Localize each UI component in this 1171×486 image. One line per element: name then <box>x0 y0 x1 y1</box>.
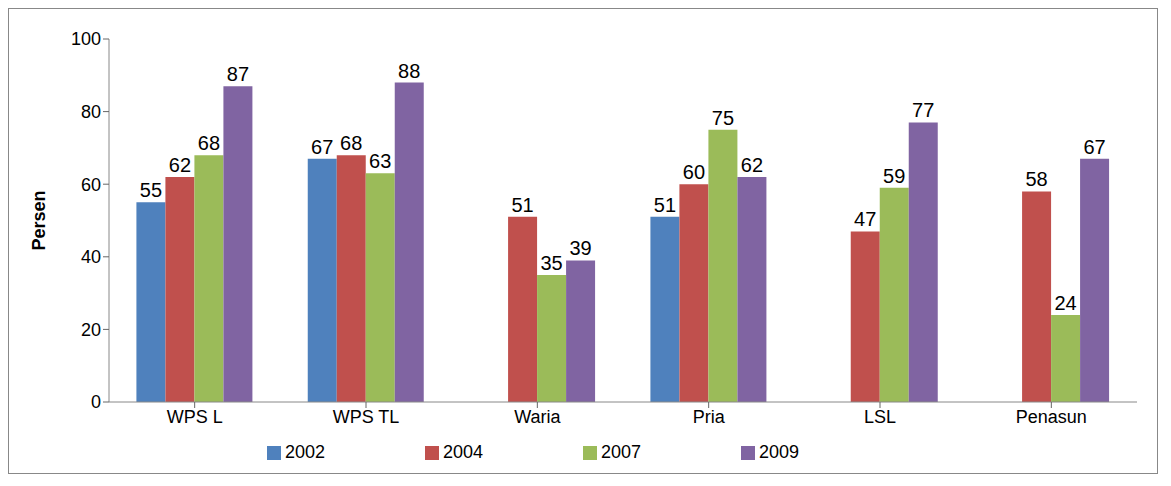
svg-text:24: 24 <box>1054 292 1076 314</box>
svg-text:LSL: LSL <box>864 407 896 427</box>
svg-text:55: 55 <box>140 179 162 201</box>
svg-text:35: 35 <box>540 252 562 274</box>
svg-text:59: 59 <box>883 165 905 187</box>
svg-text:Persen: Persen <box>29 190 49 250</box>
svg-text:80: 80 <box>81 102 101 122</box>
svg-text:87: 87 <box>227 63 249 85</box>
svg-text:WPS TL: WPS TL <box>333 407 400 427</box>
svg-text:60: 60 <box>81 175 101 195</box>
svg-text:88: 88 <box>398 60 420 82</box>
html-text:2004: 2004 <box>443 442 483 462</box>
html-text:2002: 2002 <box>284 442 325 462</box>
svg-text:67: 67 <box>1083 136 1105 158</box>
svg-text:62: 62 <box>169 154 191 176</box>
svg-text:Pria: Pria <box>693 407 726 427</box>
svg-text:58: 58 <box>1025 168 1047 190</box>
svg-text:40: 40 <box>81 247 101 267</box>
svg-text:68: 68 <box>198 132 220 154</box>
svg-text:77: 77 <box>912 99 934 121</box>
svg-text:39: 39 <box>569 237 591 259</box>
svg-text:51: 51 <box>511 194 533 216</box>
svg-text:47: 47 <box>854 208 876 230</box>
svg-text:0: 0 <box>91 392 101 412</box>
svg-text:63: 63 <box>369 150 391 172</box>
svg-text:51: 51 <box>654 194 676 216</box>
html-text:2007: 2007 <box>601 442 641 462</box>
svg-text:67: 67 <box>311 136 333 158</box>
svg-text:75: 75 <box>712 107 734 129</box>
svg-text:WPS L: WPS L <box>167 407 223 427</box>
svg-text:68: 68 <box>340 132 362 154</box>
svg-text:Waria: Waria <box>514 407 561 427</box>
svg-text:20: 20 <box>81 320 101 340</box>
svg-text:60: 60 <box>683 161 705 183</box>
svg-text:Penasun: Penasun <box>1016 407 1087 427</box>
svg-text:100: 100 <box>71 29 101 49</box>
svg-text:62: 62 <box>741 154 763 176</box>
html-text:2009: 2009 <box>759 442 800 462</box>
